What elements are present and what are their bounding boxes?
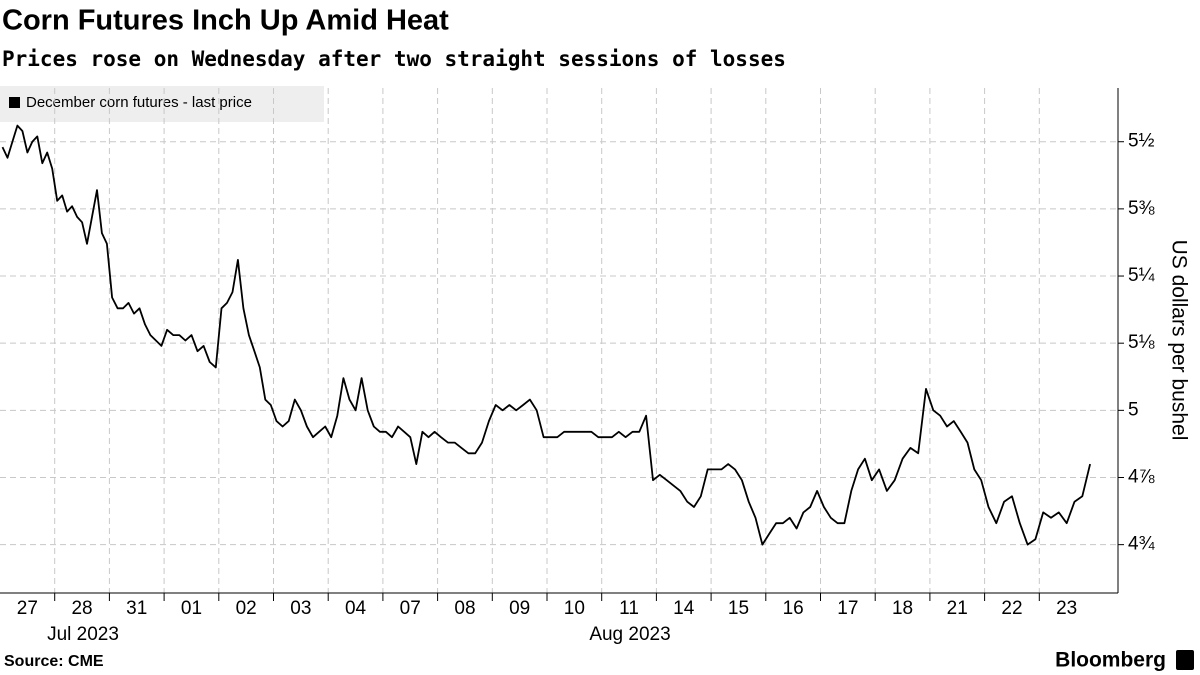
y-tick-label: 5¼ xyxy=(1128,265,1156,286)
source: Source: CME xyxy=(4,653,104,670)
x-tick-label: 03 xyxy=(290,598,311,619)
x-tick-label: 14 xyxy=(673,598,695,619)
x-tick-label: 10 xyxy=(564,598,585,619)
y-tick-label: 5½ xyxy=(1128,131,1155,152)
x-tick-label: 09 xyxy=(509,598,530,619)
x-tick-label: 11 xyxy=(619,598,639,619)
y-tick-label: 5⅜ xyxy=(1128,198,1155,219)
y-axis-label: US dollars per bushel xyxy=(1167,240,1190,441)
brand-icon xyxy=(1176,650,1194,670)
x-tick-label: 16 xyxy=(783,598,804,619)
x-tick-label: 23 xyxy=(1056,598,1077,619)
y-tick-label: 5 xyxy=(1128,399,1139,420)
y-tick-label: 5⅛ xyxy=(1128,332,1155,353)
x-tick-label: 18 xyxy=(892,598,913,619)
x-tick-label: 28 xyxy=(71,598,92,619)
legend-box xyxy=(0,86,324,122)
x-tick-label: 15 xyxy=(728,598,749,619)
brand: Bloomberg xyxy=(1055,649,1166,672)
y-tick-label: 4⅞ xyxy=(1128,467,1155,488)
x-tick-label: 01 xyxy=(181,598,202,619)
x-tick-label: 04 xyxy=(345,598,367,619)
x-tick-label: 02 xyxy=(236,598,257,619)
x-tick-label: 27 xyxy=(17,598,38,619)
month-label: Aug 2023 xyxy=(589,624,670,645)
x-tick-label: 17 xyxy=(837,598,858,619)
y-tick-label: 4¾ xyxy=(1128,534,1156,555)
chart-subtitle: Prices rose on Wednesday after two strai… xyxy=(2,47,786,71)
x-tick-label: 07 xyxy=(400,598,421,619)
x-tick-label: 31 xyxy=(126,598,147,619)
x-tick-label: 08 xyxy=(454,598,475,619)
legend-label: December corn futures - last price xyxy=(26,94,252,111)
price-line xyxy=(1,124,1091,546)
chart-title: Corn Futures Inch Up Amid Heat xyxy=(2,5,449,37)
x-tick-label: 21 xyxy=(947,598,968,619)
x-tick-label: 22 xyxy=(1001,598,1022,619)
legend-swatch xyxy=(9,97,20,108)
month-label: Jul 2023 xyxy=(47,624,119,645)
